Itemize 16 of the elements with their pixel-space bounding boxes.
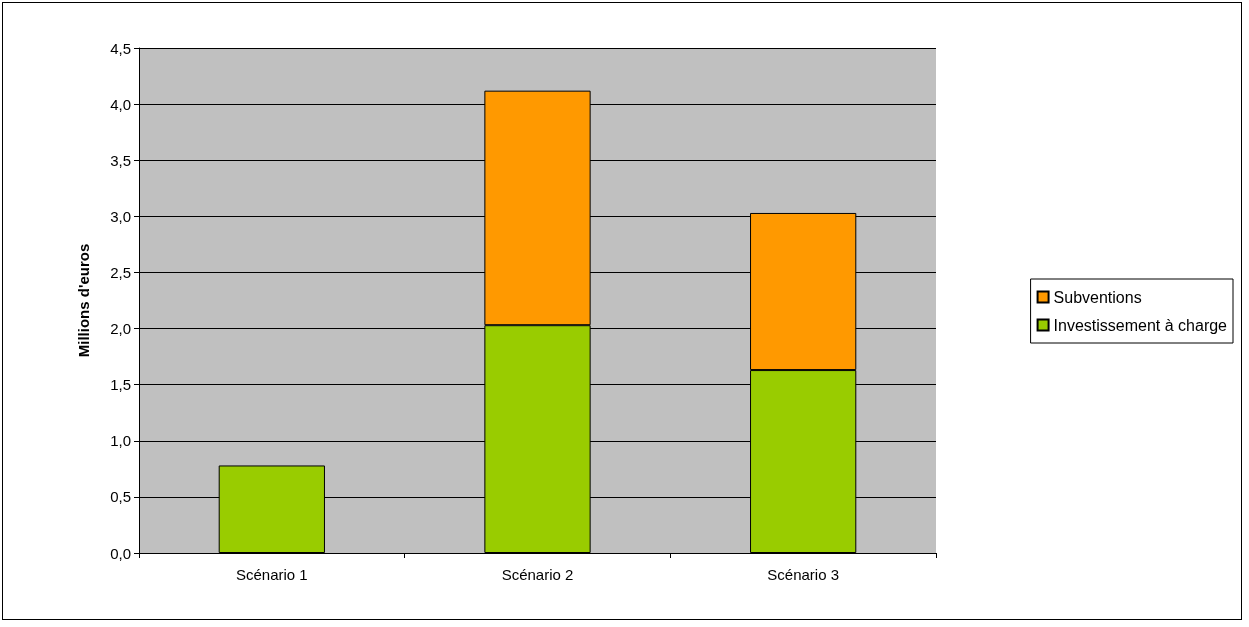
x-tick-label: Scénario 3 (767, 566, 840, 583)
legend-label: Subventions (1053, 288, 1142, 306)
y-tick-label: 3,0 (110, 207, 131, 225)
legend-label: Investissement à charge (1053, 316, 1228, 334)
y-tick-label: 1,5 (110, 376, 131, 394)
y-tick-label: 0,5 (110, 488, 131, 506)
y-tick-label: 4,0 (110, 95, 131, 113)
y-tick-label: 1,0 (110, 432, 131, 450)
y-tick-label: 4,5 (110, 39, 131, 57)
x-tick-label: Scénario 1 (235, 566, 308, 583)
y-tick-label: 3,5 (110, 151, 131, 169)
x-tick-label: Scénario 2 (501, 566, 574, 583)
y-tick-label: 2,0 (110, 320, 131, 338)
y-axis-title: Millions d'euros (75, 243, 92, 358)
y-tick-label: 2,5 (110, 263, 131, 281)
y-tick-label: 0,0 (110, 544, 131, 562)
